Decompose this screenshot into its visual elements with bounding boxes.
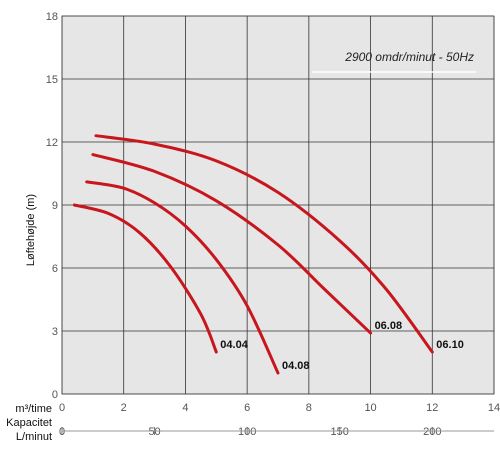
series-line-04.08 <box>85 180 280 375</box>
x-tick-label: 14 <box>488 402 500 414</box>
series-label: 06.10 <box>436 339 464 351</box>
x-tick-label: 12 <box>426 402 438 414</box>
series-group: 04.04 04.08 06.08 06.10 <box>72 134 464 375</box>
series-label: 04.08 <box>282 360 310 372</box>
series-line-06.08 <box>91 153 373 335</box>
secondary-tick-label: 200 <box>423 426 441 438</box>
series-line-04.04 <box>72 203 218 354</box>
secondary-tick-label: 100 <box>238 426 256 438</box>
y-tick-label: 12 <box>46 137 58 149</box>
secondary-tick-label: 0 <box>59 426 65 438</box>
x-tick-label: 4 <box>182 402 188 414</box>
y-tick-label: 18 <box>46 11 58 23</box>
chart-annotation: 2900 omdr/minut - 50Hz <box>344 50 474 64</box>
y-tick-label: 6 <box>52 263 58 275</box>
series-label: 06.08 <box>375 320 403 332</box>
x-tick-label: 2 <box>121 402 127 414</box>
x-axis-label-secondary-1: Kapacitet <box>6 417 52 429</box>
x-tick-label: 0 <box>59 402 65 414</box>
x-tick-label: 10 <box>364 402 376 414</box>
y-tick-label: 9 <box>52 200 58 212</box>
x-tick-label: 8 <box>306 402 312 414</box>
tick-labels: 0 2 4 6 8 10 12 14 0 3 6 9 12 15 18 0 50 100 150 200 <box>46 11 500 438</box>
x-axis-label-secondary-2: L/minut <box>16 431 52 443</box>
series-label: 04.04 <box>220 339 248 351</box>
y-tick-label: 3 <box>52 326 58 338</box>
x-axis-label-primary: m³/time <box>15 403 52 415</box>
y-tick-label: 0 <box>52 389 58 401</box>
secondary-tick-label: 50 <box>148 426 160 438</box>
y-tick-label: 15 <box>46 74 58 86</box>
secondary-tick-label: 150 <box>331 426 349 438</box>
x-tick-label: 6 <box>244 402 250 414</box>
series-line-06.10 <box>94 134 434 354</box>
y-axis-label: Løftehøjde (m) <box>25 194 37 266</box>
